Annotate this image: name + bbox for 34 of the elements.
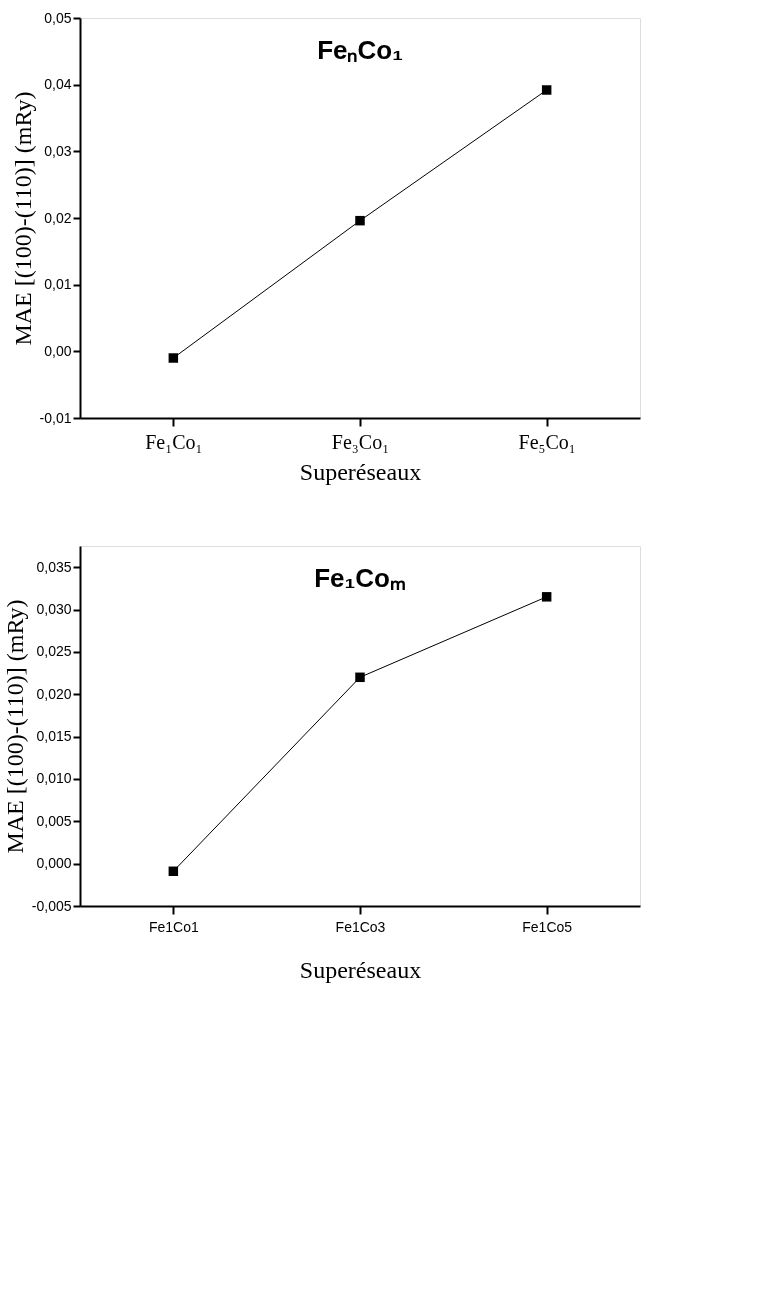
point bbox=[541, 592, 552, 602]
x-tick-label: Fe1Co3 bbox=[335, 918, 386, 935]
y-tick-label: 0,02 bbox=[44, 209, 72, 226]
x-tick-label: Fe1Co5 bbox=[522, 918, 573, 935]
y-tick-label: 0,035 bbox=[36, 558, 72, 575]
point bbox=[168, 866, 179, 877]
text: FeₙCo₁ bbox=[317, 35, 403, 65]
x-tick-label: Fe₁Co₁ bbox=[145, 430, 203, 453]
y-tick-label: 0,015 bbox=[36, 728, 72, 745]
y-tick-label: 0,010 bbox=[36, 770, 72, 787]
y-axis-title: MAE [(100)-(110)] (mRy) bbox=[1, 599, 28, 854]
point bbox=[355, 215, 365, 226]
y-tick-label: 0,00 bbox=[44, 342, 72, 359]
y-tick-label: 0,04 bbox=[44, 76, 72, 93]
x-tick-label: Fe1Co1 bbox=[148, 918, 199, 935]
y-tick-label: 0,030 bbox=[36, 601, 72, 618]
y-tick-label: 0,005 bbox=[36, 812, 72, 829]
y-tick-label: -0,01 bbox=[39, 409, 72, 426]
y-tick-label: 0,020 bbox=[36, 685, 72, 702]
x-axis-title: Superéseaux bbox=[299, 956, 422, 983]
y-tick-label: -0,005 bbox=[31, 897, 72, 914]
point bbox=[355, 672, 365, 683]
x-tick-label: Fe₃Co₁ bbox=[331, 430, 390, 453]
point bbox=[541, 85, 552, 95]
text: Fe₁Coₘ bbox=[314, 563, 406, 593]
x-tick-label: Fe₅Co₁ bbox=[518, 430, 576, 453]
y-axis-title: MAE [(100)-(110)] (mRy) bbox=[9, 91, 36, 346]
point bbox=[168, 353, 179, 363]
x-axis-title: Superéseaux bbox=[299, 458, 422, 485]
y-tick-label: 0,000 bbox=[36, 855, 72, 872]
y-tick-label: 0,01 bbox=[44, 276, 72, 293]
y-tick-label: 0,05 bbox=[44, 9, 72, 26]
y-tick-label: 0,025 bbox=[36, 643, 72, 660]
y-tick-label: 0,03 bbox=[44, 142, 72, 159]
